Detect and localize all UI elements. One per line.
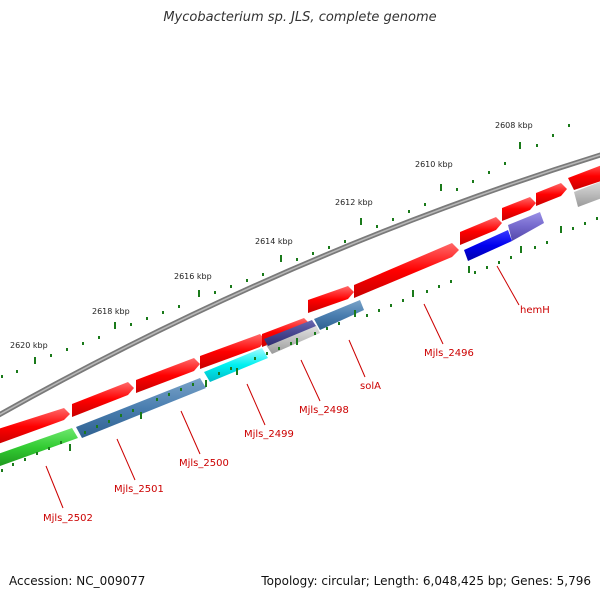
kbp-label: 2616 kbp — [174, 272, 212, 281]
forward-gene — [502, 197, 536, 221]
gene-label-leaders — [45, 265, 520, 509]
gene-label-mjls-2500: Mjls_2500 — [179, 458, 229, 469]
gene-label-mjls-2498: Mjls_2498 — [299, 405, 349, 416]
kbp-label: 2618 kbp — [92, 307, 130, 316]
inner-tick-ring — [1, 217, 598, 472]
kbp-label: 2610 kbp — [415, 160, 453, 169]
gene-mjls-2498 — [264, 320, 316, 346]
kbp-label: 2608 kbp — [495, 121, 533, 130]
kbp-label: 2612 kbp — [335, 198, 373, 207]
gene-label-mjls-2499: Mjls_2499 — [244, 429, 294, 440]
gene-label-mjls-2496: Mjls_2496 — [424, 348, 474, 359]
outer-tick-ring — [1, 124, 570, 378]
genome-stats-text: Topology: circular; Length: 6,048,425 bp… — [261, 574, 591, 588]
gene-mjls-2498-grey — [266, 325, 320, 354]
forward-gene — [568, 165, 600, 190]
forward-gene — [136, 358, 200, 393]
gene-mjls-2496-purple — [508, 212, 544, 241]
kbp-label: 2614 kbp — [255, 237, 293, 246]
gene-label-hemh: hemH — [520, 305, 550, 316]
gene-mjls-2502 — [0, 428, 78, 466]
gene-sola — [314, 300, 364, 330]
gene-hemh — [464, 230, 512, 261]
gene-label-mjls-2501: Mjls_2501 — [114, 484, 164, 495]
gene-label-mjls-2502: Mjls_2502 — [43, 513, 93, 524]
gene-label-sola: solA — [360, 381, 381, 392]
gene-grey-end — [574, 181, 600, 207]
kbp-label: 2620 kbp — [10, 341, 48, 350]
forward-gene-track — [0, 165, 600, 444]
forward-gene — [354, 243, 459, 298]
gene-labels: hemH Mjls_2496 solA Mjls_2498 Mjls_2499 … — [43, 305, 550, 524]
accession-text: Accession: NC_009077 — [9, 574, 146, 588]
kbp-scale-labels: 2608 kbp 2610 kbp 2612 kbp 2614 kbp 2616… — [10, 121, 533, 350]
forward-gene — [536, 183, 567, 206]
genome-backbone — [0, 152, 600, 418]
forward-gene — [0, 408, 70, 444]
forward-gene — [460, 217, 502, 245]
forward-gene — [308, 286, 354, 313]
forward-gene — [72, 382, 134, 417]
forward-gene — [200, 334, 266, 369]
map-title: Mycobacterium sp. JLS, complete genome — [163, 10, 437, 25]
